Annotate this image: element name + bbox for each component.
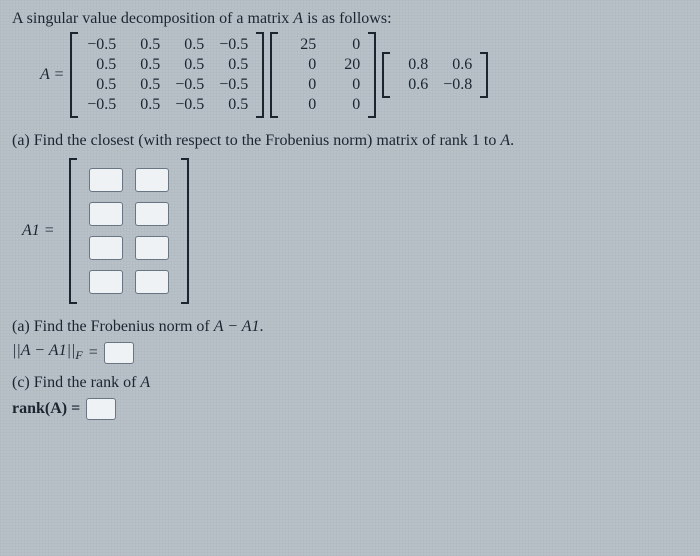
part-b-text: (a) Find the Frobenius norm of: [12, 318, 210, 335]
part-c-var: A: [140, 374, 150, 391]
a1-input-0-0[interactable]: [89, 168, 123, 192]
part-a: (a) Find the closest (with respect to th…: [12, 132, 688, 150]
matrix-sigma-grid: 250 020 00 00: [278, 32, 368, 118]
intro-text: A singular value decomposition of a matr…: [12, 10, 289, 27]
rank-input[interactable]: [86, 398, 116, 420]
a1-input-1-1[interactable]: [135, 202, 169, 226]
matrix-u: −0.50.50.5−0.5 0.50.50.50.5 0.50.5−0.5−0…: [70, 32, 264, 118]
part-c-text: (c) Find the rank of: [12, 374, 136, 391]
rank-row: rank(A) =: [12, 398, 688, 420]
part-a-var: A: [500, 132, 510, 149]
a1-input-3-0[interactable]: [89, 270, 123, 294]
norm-row: ||A − A1||F =: [12, 342, 688, 364]
matrix-u-grid: −0.50.50.5−0.5 0.50.50.50.5 0.50.5−0.5−0…: [78, 32, 256, 118]
intro-tail: is as follows:: [307, 10, 391, 27]
matrix-sigma: 250 020 00 00: [270, 32, 376, 118]
eq-sign: =: [89, 344, 98, 362]
a1-equation: A1 =: [22, 158, 688, 304]
part-b: (a) Find the Frobenius norm of A − A1.: [12, 318, 688, 336]
a1-input-0-1[interactable]: [135, 168, 169, 192]
part-c: (c) Find the rank of A: [12, 374, 688, 392]
norm-input[interactable]: [104, 342, 134, 364]
a1-input-3-1[interactable]: [135, 270, 169, 294]
part-a-text: (a) Find the closest (with respect to th…: [12, 132, 496, 149]
matrix-a1-grid: [77, 158, 181, 304]
a-equals: A =: [40, 66, 64, 84]
svd-equation: A = −0.50.50.5−0.5 0.50.50.50.5 0.50.5−0…: [40, 32, 688, 118]
matrix-a1: [69, 158, 189, 304]
a1-input-1-0[interactable]: [89, 202, 123, 226]
rank-lhs: rank(A) =: [12, 400, 80, 418]
a1-label: A1 =: [22, 222, 55, 240]
matrix-v: 0.80.6 0.6−0.8: [382, 52, 488, 98]
norm-lhs: ||A − A1||F: [12, 342, 83, 363]
a1-input-2-0[interactable]: [89, 236, 123, 260]
intro-line: A singular value decomposition of a matr…: [12, 10, 688, 28]
a1-input-2-1[interactable]: [135, 236, 169, 260]
intro-var: A: [293, 10, 303, 27]
part-b-expr: A − A1: [214, 318, 260, 335]
matrix-v-grid: 0.80.6 0.6−0.8: [390, 52, 480, 98]
